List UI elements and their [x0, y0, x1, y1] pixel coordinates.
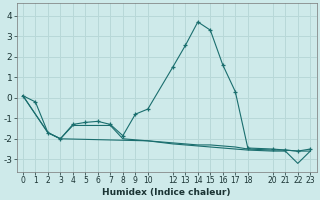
X-axis label: Humidex (Indice chaleur): Humidex (Indice chaleur): [102, 188, 231, 197]
